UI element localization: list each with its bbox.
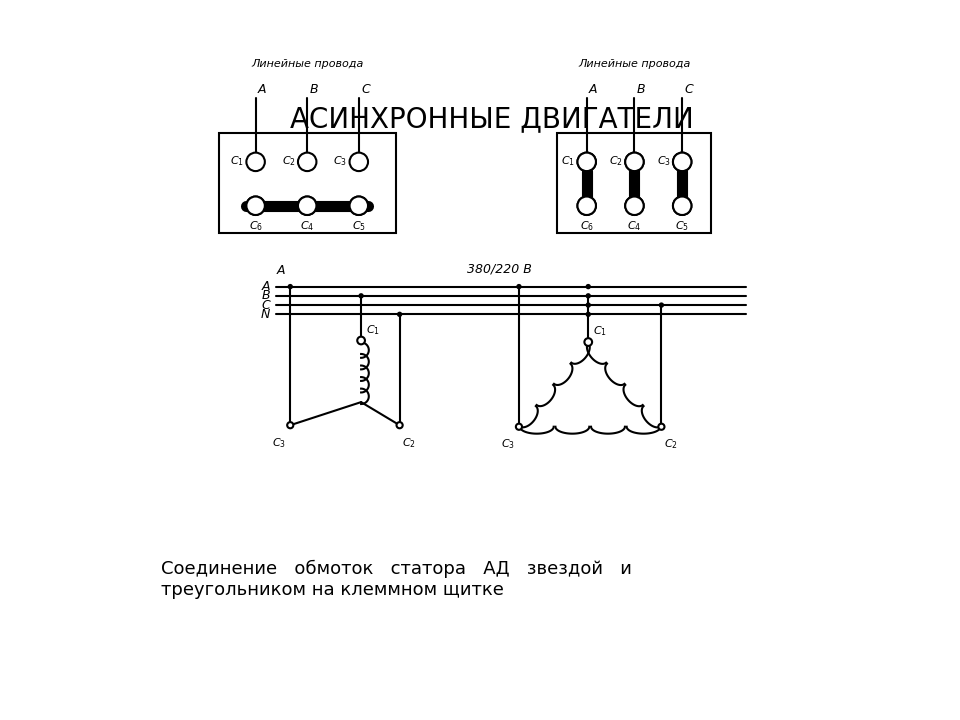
Circle shape	[673, 153, 691, 171]
Circle shape	[625, 153, 644, 171]
Bar	[558, 132, 711, 233]
Text: $C_3$: $C_3$	[333, 154, 348, 168]
Text: A: A	[589, 83, 597, 96]
Text: $C_1$: $C_1$	[366, 323, 380, 337]
Circle shape	[298, 153, 317, 171]
Circle shape	[586, 293, 591, 299]
Circle shape	[247, 197, 265, 215]
Circle shape	[287, 422, 294, 428]
Text: 380/220 В: 380/220 В	[468, 263, 532, 276]
Text: C: C	[261, 299, 271, 312]
Circle shape	[578, 153, 596, 171]
Circle shape	[349, 153, 368, 171]
Circle shape	[673, 153, 691, 171]
Circle shape	[673, 197, 691, 215]
Text: Линейные провода: Линейные провода	[251, 59, 364, 68]
Text: B: B	[309, 83, 318, 96]
Text: $C_6$: $C_6$	[580, 220, 594, 233]
Text: B: B	[636, 83, 645, 96]
Text: $C_2$: $C_2$	[281, 154, 296, 168]
Circle shape	[625, 197, 644, 215]
Text: C: C	[361, 83, 370, 96]
Circle shape	[659, 302, 664, 307]
Circle shape	[586, 302, 591, 307]
Text: $C_5$: $C_5$	[351, 220, 366, 233]
Circle shape	[578, 197, 596, 215]
Circle shape	[625, 153, 644, 171]
Circle shape	[578, 153, 596, 171]
Circle shape	[396, 422, 402, 428]
Text: $C_5$: $C_5$	[675, 220, 689, 233]
Circle shape	[673, 197, 691, 215]
Circle shape	[516, 284, 521, 289]
Text: $C_3$: $C_3$	[657, 154, 671, 168]
Text: C: C	[684, 83, 693, 96]
Text: $C_1$: $C_1$	[230, 154, 244, 168]
Circle shape	[659, 423, 664, 430]
Text: $C_1$: $C_1$	[593, 325, 607, 338]
Text: N: N	[261, 308, 271, 321]
Circle shape	[625, 197, 644, 215]
Circle shape	[349, 197, 368, 215]
Text: $C_2$: $C_2$	[663, 438, 678, 451]
Text: A: A	[262, 280, 271, 293]
Circle shape	[585, 338, 592, 346]
Text: B: B	[262, 289, 271, 302]
Circle shape	[357, 337, 365, 344]
Circle shape	[586, 284, 591, 289]
Circle shape	[247, 153, 265, 171]
Text: A: A	[276, 264, 285, 277]
Circle shape	[298, 197, 317, 215]
Circle shape	[247, 197, 265, 215]
Bar	[219, 132, 396, 233]
Circle shape	[586, 312, 591, 317]
Text: Линейные провода: Линейные провода	[578, 59, 690, 68]
Circle shape	[578, 197, 596, 215]
Text: треугольником на клеммном щитке: треугольником на клеммном щитке	[161, 581, 504, 599]
Circle shape	[349, 197, 368, 215]
Text: $C_2$: $C_2$	[402, 436, 416, 450]
Text: $C_1$: $C_1$	[562, 154, 575, 168]
Text: $C_6$: $C_6$	[249, 220, 263, 233]
Circle shape	[288, 284, 293, 289]
Circle shape	[298, 197, 317, 215]
Text: АСИНХРОННЫЕ ДВИГАТЕЛИ: АСИНХРОННЫЕ ДВИГАТЕЛИ	[290, 106, 694, 134]
Circle shape	[358, 293, 364, 299]
Text: $C_2$: $C_2$	[609, 154, 623, 168]
Text: $C_4$: $C_4$	[300, 220, 314, 233]
Text: $C_3$: $C_3$	[501, 438, 516, 451]
Circle shape	[396, 312, 402, 317]
Text: Соединение   обмоток   статора   АД   звездой   и: Соединение обмоток статора АД звездой и	[161, 560, 632, 578]
Text: A: A	[258, 83, 267, 96]
Circle shape	[516, 423, 522, 430]
Text: $C_4$: $C_4$	[627, 220, 641, 233]
Text: $C_3$: $C_3$	[273, 436, 286, 450]
